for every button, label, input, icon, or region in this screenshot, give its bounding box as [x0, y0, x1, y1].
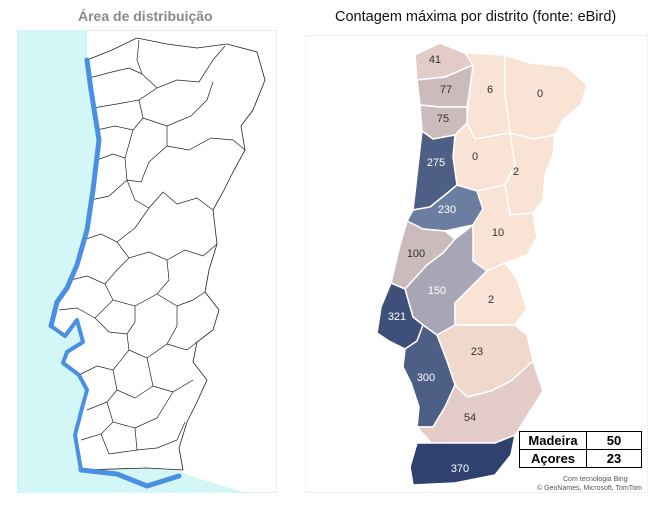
- islands-table: Madeira 50 Açores 23: [519, 431, 642, 468]
- label-viana-do-castelo: 41: [429, 54, 441, 66]
- label-portalegre: 2: [488, 294, 494, 306]
- distribution-map: [17, 30, 277, 493]
- table-row: Açores 23: [519, 449, 642, 468]
- district-value-labels: 41 77 6 0 75 275 0 2 230 10 100 150 2 32…: [388, 54, 543, 475]
- label-viseu: 0: [472, 151, 478, 163]
- label-vila-real: 6: [487, 84, 493, 96]
- label-leiria: 100: [407, 248, 425, 260]
- left-map-title: Área de distribuição: [78, 8, 213, 24]
- district-faro[interactable]: [409, 434, 516, 486]
- island-value: 23: [586, 449, 642, 468]
- label-porto: 75: [437, 113, 449, 125]
- label-guarda: 2: [513, 166, 519, 178]
- label-braganca: 0: [537, 88, 543, 100]
- count-map: 41 77 6 0 75 275 0 2 230 10 100 150 2 32…: [305, 35, 648, 493]
- label-santarem: 150: [428, 285, 446, 297]
- label-aveiro: 275: [427, 157, 445, 169]
- label-braga: 77: [440, 84, 452, 96]
- island-name: Açores: [519, 449, 587, 468]
- map-credit-line2: © GeoNames, Microsoft, TomTom: [537, 484, 642, 492]
- label-castelo-branco: 10: [492, 227, 504, 239]
- distribution-range: [48, 57, 182, 489]
- island-name: Madeira: [519, 431, 587, 450]
- sea-area: [17, 30, 247, 493]
- district-castelo-branco[interactable]: [472, 184, 538, 272]
- label-beja: 54: [464, 412, 476, 424]
- district-borders: [58, 39, 246, 455]
- label-setubal: 300: [417, 372, 435, 384]
- label-evora: 23: [471, 346, 483, 358]
- label-coimbra: 230: [438, 204, 456, 216]
- label-lisboa: 321: [388, 311, 406, 323]
- island-value: 50: [586, 431, 642, 450]
- right-map-title: Contagem máxima por distrito (fonte: eBi…: [335, 9, 617, 25]
- label-faro: 370: [451, 463, 469, 475]
- table-row: Madeira 50: [519, 431, 642, 450]
- district-guarda[interactable]: [504, 132, 556, 216]
- map-credit-line1: Com tecnologia Bing: [563, 476, 628, 483]
